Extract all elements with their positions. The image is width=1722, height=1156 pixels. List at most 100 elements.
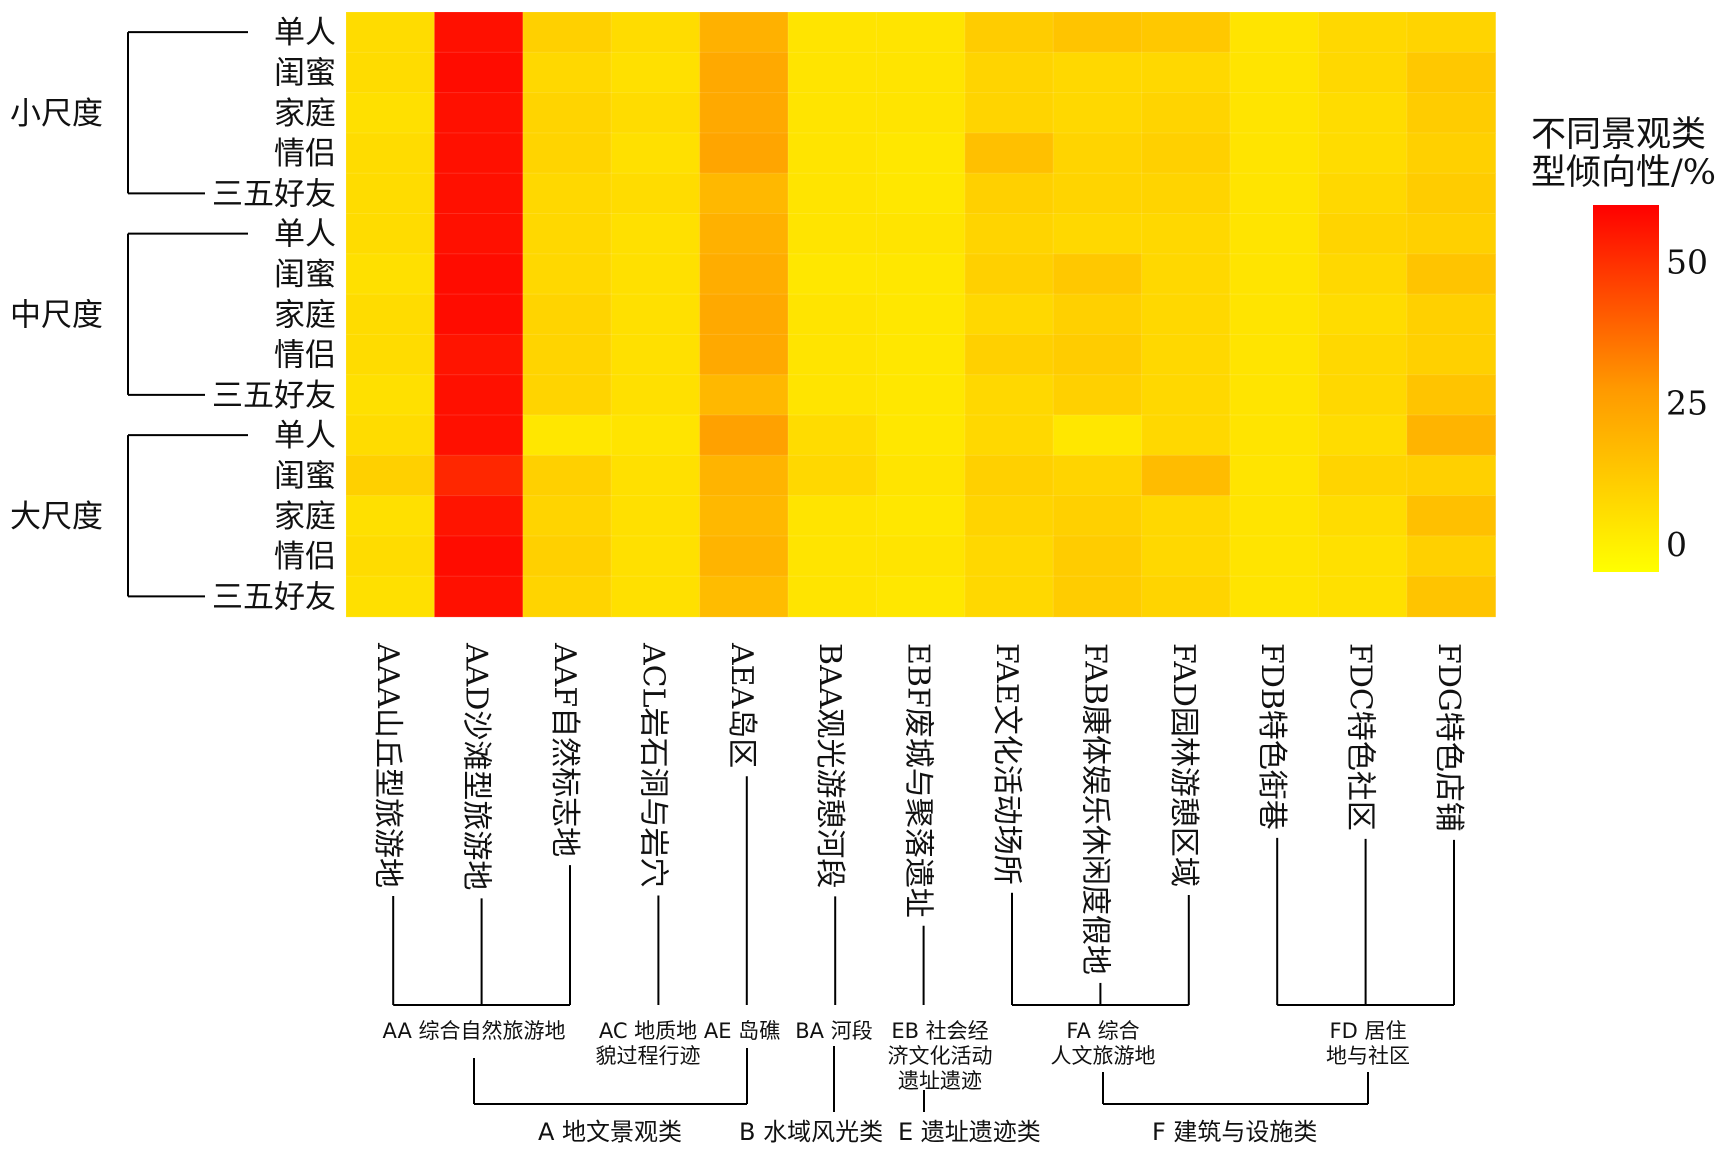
level1-category-label: F 建筑与设施类 xyxy=(1152,1118,1317,1146)
column-label: FDC特色社区 xyxy=(1343,643,1378,831)
row-group-label: 大尺度 xyxy=(10,499,103,535)
heatmap-cell xyxy=(1406,11,1497,54)
heatmap-cell xyxy=(699,333,790,376)
heatmap-cell xyxy=(1406,213,1497,255)
row-label: 情侣 xyxy=(274,136,336,172)
heatmap-cell xyxy=(964,414,1055,457)
row-label: 闺蜜 xyxy=(274,257,336,293)
heatmap-cell xyxy=(875,92,966,134)
heatmap-cell xyxy=(610,293,701,336)
heatmap-cell xyxy=(875,51,966,94)
row-label: 三五好友 xyxy=(212,176,336,212)
heatmap-cell xyxy=(875,374,966,417)
heatmap-cell xyxy=(699,293,790,336)
heatmap-cell xyxy=(1141,253,1232,296)
heatmap-cell xyxy=(1141,414,1232,457)
heatmap-cell xyxy=(1406,172,1497,215)
heatmap-cell xyxy=(1229,172,1320,215)
heatmap-cell xyxy=(964,374,1055,417)
heatmap-cell xyxy=(787,92,878,134)
column-label: FAB康体娱乐休闲度假地 xyxy=(1077,643,1112,975)
heatmap-cell xyxy=(1229,293,1320,336)
heatmap-cell xyxy=(964,213,1055,255)
heatmap-cell xyxy=(699,172,790,215)
heatmap-cell xyxy=(1317,293,1408,336)
heatmap-cell xyxy=(1317,253,1408,296)
heatmap-cell xyxy=(1229,132,1320,175)
heatmap-cell xyxy=(345,92,436,134)
heatmap-cell xyxy=(1052,293,1143,336)
colorbar-tick-label: 0 xyxy=(1666,525,1687,564)
heatmap-cell xyxy=(1052,535,1143,578)
heatmap-cell xyxy=(1052,253,1143,296)
heatmap-cell xyxy=(787,51,878,94)
heatmap-cell xyxy=(1229,575,1320,618)
heatmap-cell xyxy=(964,495,1055,538)
heatmap-cell xyxy=(1052,333,1143,376)
heatmap-cell xyxy=(522,535,613,578)
heatmap-cell xyxy=(1406,454,1497,497)
column-label: EBF废城与聚落遗址 xyxy=(901,643,936,918)
colorbar-title: 型倾向性/% xyxy=(1531,153,1716,193)
colorbar-title: 不同景观类 xyxy=(1531,115,1706,155)
heatmap-cell xyxy=(610,213,701,255)
heatmap-cell xyxy=(610,92,701,134)
level1-category-label: A 地文景观类 xyxy=(538,1118,682,1146)
heatmap-cell xyxy=(345,333,436,376)
heatmap-cell xyxy=(1229,414,1320,457)
row-label: 单人 xyxy=(274,15,336,51)
heatmap-cell xyxy=(699,535,790,578)
row-label: 三五好友 xyxy=(212,378,336,414)
heatmap-cell xyxy=(1317,575,1408,618)
heatmap-cell xyxy=(1317,535,1408,578)
heatmap-cell xyxy=(522,575,613,618)
heatmap-cell xyxy=(433,495,524,538)
heatmap-cell xyxy=(699,213,790,255)
level2-category-label: 济文化活动 xyxy=(888,1044,993,1068)
heatmap-cell xyxy=(964,172,1055,215)
heatmap-cell xyxy=(522,333,613,376)
heatmap-cell xyxy=(787,132,878,175)
heatmap-cell xyxy=(522,293,613,336)
heatmap-cell xyxy=(699,454,790,497)
row-label: 单人 xyxy=(274,217,336,253)
heatmap-cell xyxy=(345,51,436,94)
level2-category-label: FD 居住 xyxy=(1330,1019,1407,1043)
heatmap-cell xyxy=(345,132,436,175)
heatmap-cell xyxy=(1052,51,1143,94)
heatmap-cell xyxy=(875,132,966,175)
column-label: ACL岩石洞与岩穴 xyxy=(635,642,670,888)
heatmap-cell xyxy=(787,535,878,578)
heatmap-cell xyxy=(1141,11,1232,54)
heatmap-cell xyxy=(1229,253,1320,296)
heatmap-cell xyxy=(610,11,701,54)
heatmap-cell xyxy=(1406,293,1497,336)
heatmap-cell xyxy=(1229,454,1320,497)
row-group-label: 中尺度 xyxy=(10,297,103,333)
column-label: AAA山丘型旅游地 xyxy=(370,642,405,888)
level2-category-label: EB 社会经 xyxy=(891,1019,988,1043)
heatmap-cell xyxy=(522,213,613,255)
heatmap-cell xyxy=(522,132,613,175)
heatmap-cell xyxy=(1317,132,1408,175)
heatmap-cell xyxy=(345,253,436,296)
row-group-label: 小尺度 xyxy=(10,96,103,132)
heatmap-cell xyxy=(1052,132,1143,175)
level2-category-label: 地与社区 xyxy=(1326,1044,1410,1068)
level2-category-label: 遗址遗迹 xyxy=(898,1069,982,1093)
heatmap-cell xyxy=(433,414,524,457)
heatmap-cell xyxy=(522,11,613,54)
heatmap-cell xyxy=(345,414,436,457)
heatmap-cell xyxy=(610,495,701,538)
heatmap-cell xyxy=(699,374,790,417)
heatmap-cell xyxy=(699,575,790,618)
row-label: 家庭 xyxy=(274,297,336,333)
heatmap-cell xyxy=(1141,213,1232,255)
heatmap-cell xyxy=(699,495,790,538)
heatmap-cell xyxy=(1052,11,1143,54)
heatmap-cell xyxy=(1141,374,1232,417)
heatmap-cell xyxy=(433,293,524,336)
heatmap-cell xyxy=(875,213,966,255)
heatmap-cell xyxy=(875,11,966,54)
